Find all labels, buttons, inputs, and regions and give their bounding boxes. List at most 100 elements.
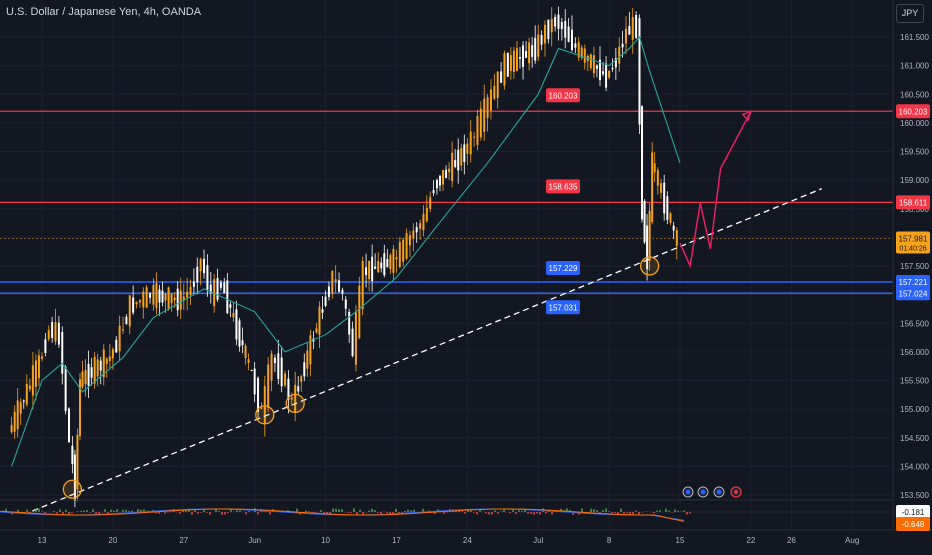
osc-bar bbox=[131, 510, 133, 512]
osc-bar bbox=[668, 511, 670, 512]
osc-bar bbox=[194, 510, 196, 512]
event-flag-dot bbox=[686, 490, 691, 495]
osc-bar bbox=[596, 510, 598, 512]
candle-body bbox=[281, 358, 283, 387]
osc-bar bbox=[614, 512, 616, 513]
candle-body bbox=[26, 384, 28, 405]
candle-body bbox=[29, 385, 31, 389]
price-tick-label: 160.500 bbox=[900, 90, 929, 99]
candle-body bbox=[125, 317, 127, 324]
candle-body bbox=[206, 265, 208, 289]
candle-body bbox=[451, 153, 453, 181]
osc-bar bbox=[653, 512, 655, 513]
osc-bar bbox=[209, 512, 211, 515]
time-tick-label: 24 bbox=[463, 536, 472, 545]
candle-body bbox=[55, 322, 57, 342]
candle-body bbox=[657, 170, 659, 186]
currency-button[interactable]: JPY bbox=[896, 4, 924, 23]
osc-bar bbox=[80, 511, 82, 512]
time-tick-label: 20 bbox=[108, 536, 117, 545]
axis-label-support-upper-text: 157.221 bbox=[899, 278, 928, 287]
swing-circle bbox=[63, 480, 81, 498]
candle-body bbox=[235, 309, 237, 339]
candle-body bbox=[564, 21, 566, 38]
candle-body bbox=[119, 326, 121, 351]
osc-bar bbox=[518, 510, 520, 512]
price-tick-label: 156.000 bbox=[900, 348, 929, 357]
projection-arrowhead bbox=[743, 111, 751, 120]
osc-bar bbox=[539, 512, 541, 515]
osc-bar bbox=[116, 509, 118, 512]
candle-body bbox=[331, 271, 333, 294]
candle-body bbox=[132, 298, 134, 313]
osc-bar bbox=[488, 512, 490, 514]
osc-bar bbox=[395, 509, 397, 512]
osc-bar bbox=[632, 512, 634, 514]
osc-bar bbox=[545, 512, 547, 514]
osc-value-1-text: -0.181 bbox=[902, 508, 925, 517]
moving-average bbox=[12, 37, 680, 466]
candle-body bbox=[402, 240, 404, 262]
label-resistance-lower: 158.635 bbox=[546, 179, 580, 193]
osc-bar bbox=[371, 509, 373, 512]
candle-body bbox=[635, 15, 637, 38]
candle-body bbox=[306, 351, 308, 369]
osc-bar bbox=[32, 511, 34, 512]
candle-body bbox=[174, 298, 176, 301]
candle-body bbox=[171, 294, 173, 304]
candle-body bbox=[14, 412, 16, 432]
candle-body bbox=[85, 370, 87, 384]
label-resistance-upper: 160.203 bbox=[546, 88, 580, 102]
axis-label-resistance-upper-text: 160.203 bbox=[899, 107, 928, 116]
osc-bar bbox=[305, 511, 307, 512]
osc-bar bbox=[413, 510, 415, 512]
candle-body bbox=[611, 68, 613, 69]
price-tick-label: 161.500 bbox=[900, 33, 929, 42]
osc-bar bbox=[206, 512, 208, 513]
candle-body bbox=[483, 99, 485, 132]
osc-bar bbox=[308, 511, 310, 512]
osc-bar bbox=[122, 510, 124, 512]
osc-bar bbox=[479, 510, 481, 512]
candle-body bbox=[23, 400, 25, 401]
axis-label-support-lower: 157.024 bbox=[896, 286, 930, 300]
osc-bar bbox=[368, 511, 370, 512]
osc-bar bbox=[599, 512, 601, 513]
candle-body bbox=[35, 360, 37, 386]
candle-body bbox=[557, 15, 559, 29]
osc-bar bbox=[224, 512, 226, 515]
candle-body bbox=[429, 197, 431, 209]
osc-bar bbox=[635, 511, 637, 512]
swing-circle bbox=[286, 394, 304, 412]
time-tick-label: 26 bbox=[787, 536, 796, 545]
candle-body bbox=[203, 259, 205, 273]
osc-bar bbox=[590, 509, 592, 512]
price-tick-label: 159.500 bbox=[900, 148, 929, 157]
osc-bar bbox=[530, 512, 532, 514]
candle-body bbox=[574, 44, 576, 48]
osc-bar bbox=[158, 512, 160, 514]
current-price-countdown: 01:40:26 bbox=[899, 245, 926, 252]
osc-bar bbox=[191, 512, 193, 515]
candle-body bbox=[638, 18, 640, 124]
candle-body bbox=[17, 401, 19, 430]
candle-body bbox=[531, 45, 533, 57]
osc-bar bbox=[125, 510, 127, 512]
time-tick-label: 27 bbox=[179, 536, 188, 545]
osc-bar bbox=[407, 510, 409, 512]
osc-bar bbox=[239, 510, 241, 512]
candle-body bbox=[399, 242, 401, 267]
candle-body bbox=[409, 235, 411, 245]
candle-body bbox=[522, 45, 524, 66]
axis-label-resistance-lower: 158.611 bbox=[896, 195, 930, 209]
candle-body bbox=[136, 302, 138, 304]
candle-body bbox=[625, 29, 627, 44]
candle-body bbox=[345, 300, 347, 309]
price-tick-label: 154.000 bbox=[900, 462, 929, 471]
candle-body bbox=[541, 35, 543, 45]
candle-body bbox=[666, 196, 668, 220]
osc-bar bbox=[245, 512, 247, 514]
osc-bar bbox=[83, 511, 85, 512]
